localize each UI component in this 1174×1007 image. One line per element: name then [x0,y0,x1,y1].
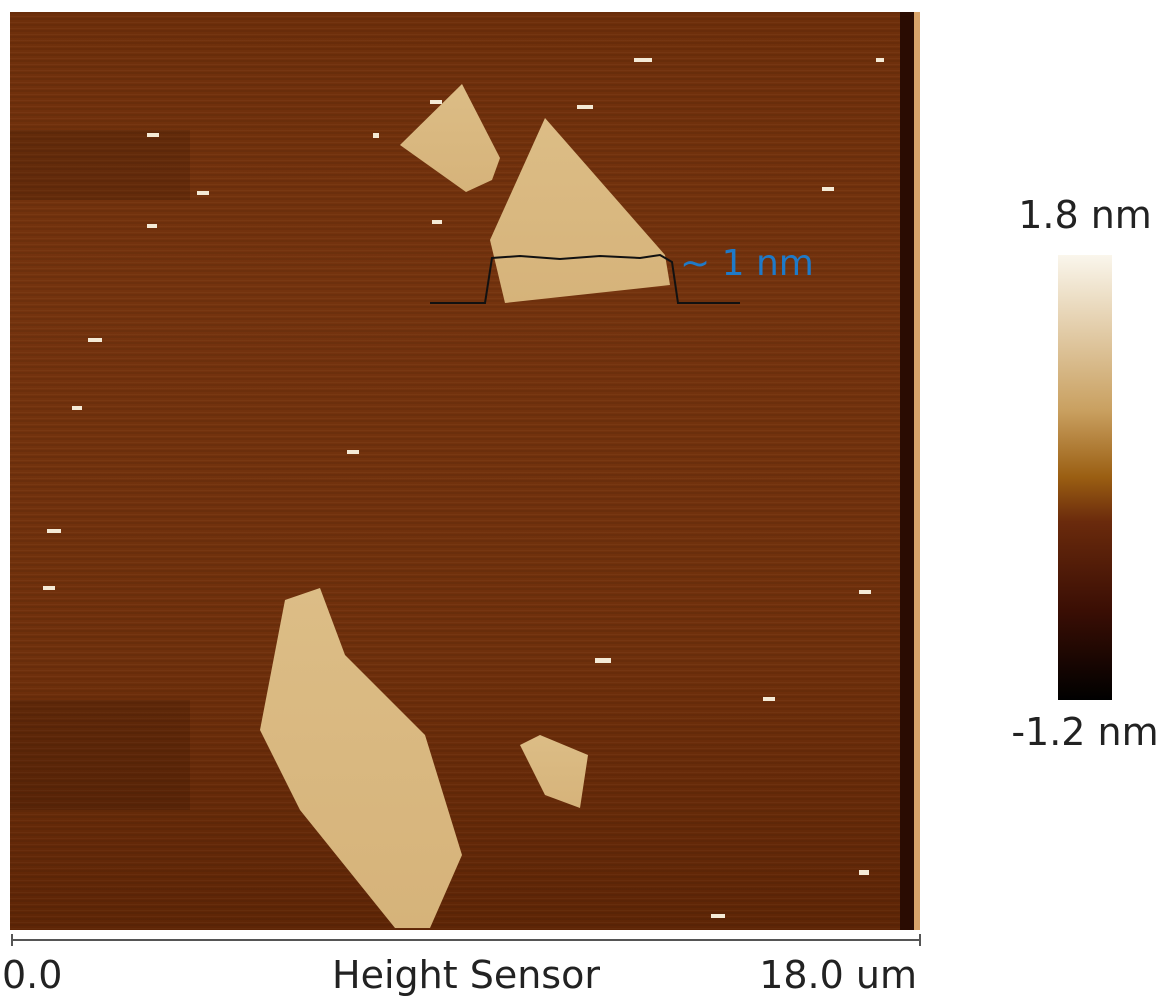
profile-annotation: ~ 1 nm [680,243,814,284]
scale-end: 18.0 um [759,953,917,997]
scale-max: 1.8 nm [1018,193,1152,237]
scale-title: Height Sensor [332,953,600,997]
scale-min: -1.2 nm [1011,710,1158,754]
scale-bar: 0.0 Height Sensor 18.0 um [2,934,920,997]
afm-figure: ~ 1 nm 0.0 Height Sensor 18.0 um 1.8 nm … [0,0,1174,1003]
scale-start: 0.0 [2,953,62,997]
afm-image: ~ 1 nm [10,12,920,930]
color-scale: 1.8 nm -1.2 nm [1011,193,1158,754]
